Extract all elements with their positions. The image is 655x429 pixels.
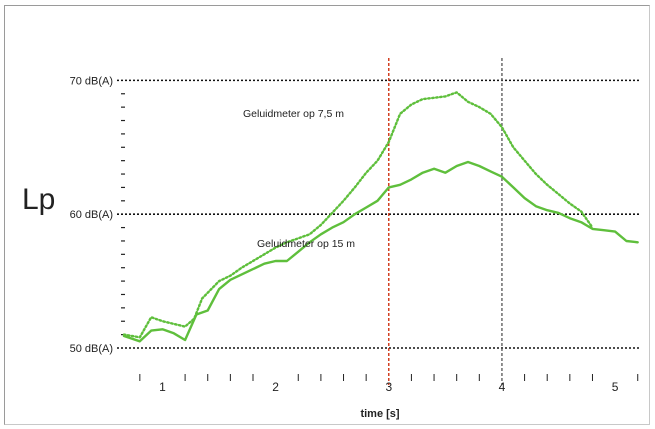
y-tick-label: 60 dB(A) [70, 209, 113, 221]
y-tick-label: 50 dB(A) [70, 343, 113, 355]
tick-labels: 50 dB(A) 60 dB(A) 70 dB(A) 1 2 3 4 5 [70, 75, 619, 394]
series-line-15m [122, 160, 639, 343]
chart-frame [4, 5, 650, 425]
x-tick-label: 1 [159, 380, 166, 394]
x-tick-label: 3 [385, 380, 392, 394]
x-tick-label: 4 [499, 380, 506, 394]
annotation-15m: Geluidmeter op 15 m [257, 238, 355, 250]
x-tick-label: 5 [612, 380, 619, 394]
grid-lines [117, 79, 640, 349]
y-minor-ticks [121, 93, 125, 336]
x-axis-label: time [s] [360, 408, 399, 420]
series-line-7-5m-thin [123, 91, 593, 338]
y-tick-label: 70 dB(A) [70, 75, 113, 87]
y-axis-label: Lp [22, 183, 55, 216]
x-tick-label: 2 [272, 380, 279, 394]
series-layer [122, 91, 639, 343]
annotation-7-5m: Geluidmeter op 7,5 m [243, 108, 344, 120]
marker-lines [388, 58, 503, 385]
x-minor-ticks [139, 374, 639, 381]
